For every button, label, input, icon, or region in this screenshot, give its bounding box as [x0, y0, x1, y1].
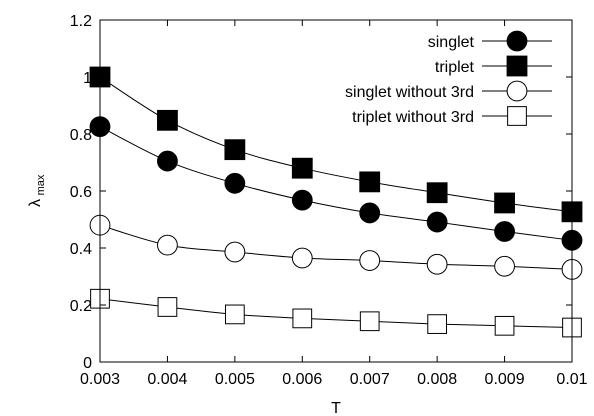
series-line-2: [99, 76, 573, 213]
legend-label: singlet: [428, 34, 475, 51]
data-point-2: [359, 171, 381, 193]
data-point-3: [426, 253, 448, 275]
legend-marker: [507, 106, 527, 126]
data-point-1: [494, 221, 515, 242]
y-axis-label: λ max: [27, 174, 47, 207]
data-point-1: [291, 189, 313, 211]
data-point-2: [157, 109, 178, 131]
x-tick-label: 0.008: [417, 371, 457, 388]
legend-marker: [506, 30, 528, 52]
y-axis-label-subscript: max: [35, 174, 47, 195]
y-tick-label: 0.8: [70, 127, 92, 144]
legend-label: triplet: [435, 59, 475, 76]
y-tick-label: 1: [83, 70, 92, 87]
x-tick-label: 0.003: [80, 371, 120, 388]
data-point-3: [157, 234, 178, 256]
y-tick-label: 0: [83, 355, 92, 372]
y-tick-label: 0.2: [70, 298, 92, 315]
legend: singlet triplet singlet without 3rd triplet…: [345, 30, 552, 126]
data-point-4: [494, 315, 515, 336]
data-point-1: [426, 211, 448, 233]
data-point-3: [224, 241, 246, 263]
y-axis-label-main: λ: [27, 199, 44, 207]
data-point-3: [359, 250, 381, 271]
legend-label: triplet without 3rd: [352, 109, 474, 126]
x-axis-label: T: [331, 400, 341, 416]
x-tick-label: 0.01: [556, 371, 587, 388]
x-tick-label: 0.006: [282, 371, 322, 388]
data-point-3: [291, 247, 313, 269]
data-point-4: [292, 308, 313, 329]
y-tick-label: 0.6: [70, 184, 92, 201]
x-tick-label: 0.005: [215, 371, 255, 388]
data-point-1: [157, 150, 178, 172]
x-tick-label: 0.004: [147, 371, 187, 388]
data-point-4: [157, 297, 178, 317]
data-point-2: [291, 157, 313, 179]
data-point-1: [359, 202, 381, 224]
data-point-4: [224, 304, 245, 325]
series-markers: [89, 66, 583, 338]
legend-marker: [506, 80, 528, 102]
axis-ticks: 0.003 0.004 0.005 0.006 0.007 0.008 0.009 0.01 0…: [70, 13, 588, 388]
data-point-3: [494, 255, 515, 277]
data-point-2: [426, 182, 448, 204]
y-tick-label: 0.4: [70, 241, 92, 258]
legend-marker: [506, 55, 528, 77]
data-point-4: [427, 314, 448, 334]
data-point-2: [224, 139, 246, 161]
data-point-2: [494, 192, 515, 214]
legend-label: singlet without 3rd: [345, 84, 474, 101]
data-point-4: [359, 311, 380, 332]
x-tick-label: 0.009: [485, 371, 525, 388]
x-tick-label: 0.007: [350, 371, 390, 388]
data-point-1: [224, 172, 246, 194]
y-tick-label: 1.2: [70, 13, 92, 30]
